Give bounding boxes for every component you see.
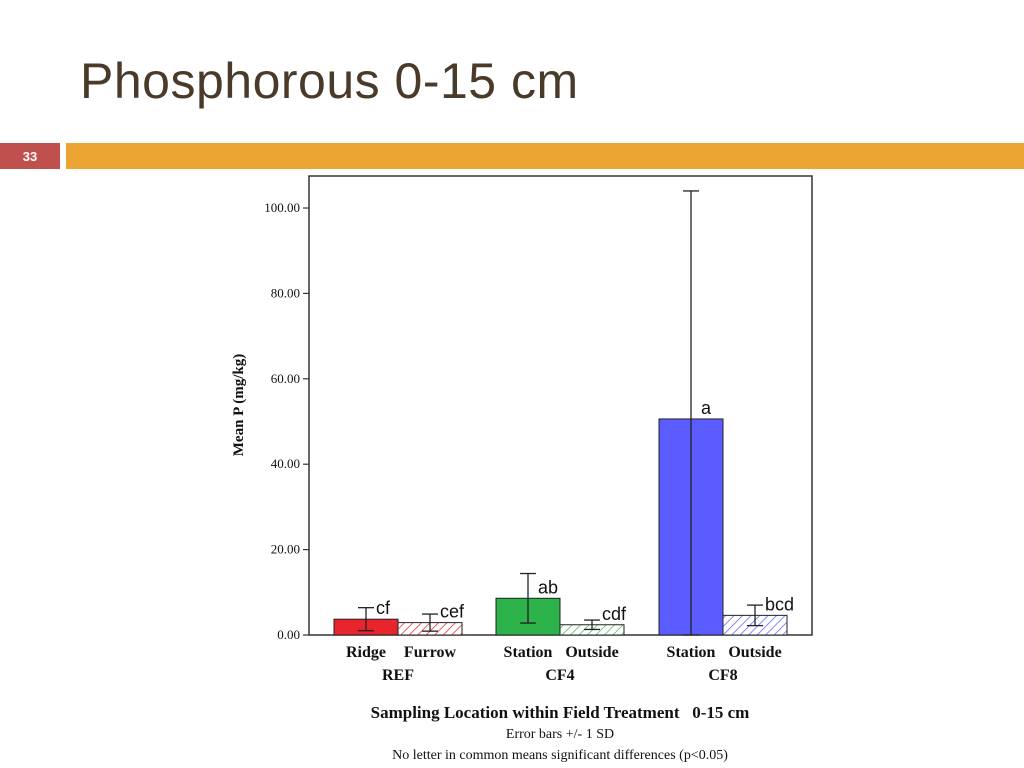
error-bar xyxy=(747,604,763,627)
x-axis-title: Sampling Location within Field Treatment… xyxy=(371,703,750,722)
category-labels-layer: Ridge Furrow Station Outside Station Outside R… xyxy=(346,644,782,684)
category-label: Station xyxy=(667,644,716,661)
category-label: Outside xyxy=(565,644,618,661)
error-bar-note: Error bars +/- 1 SD xyxy=(506,727,614,742)
accent-bar xyxy=(66,143,1024,169)
group-label-ref: REF xyxy=(382,667,414,684)
category-label: Furrow xyxy=(404,644,457,661)
group-label-cf4: CF4 xyxy=(545,667,574,684)
significance-letter: bcd xyxy=(765,594,794,614)
significance-letters-layer: cf cef ab cdf a bcd xyxy=(376,398,794,624)
y-axis: 0.00 20.00 40.00 60.00 80.00 100.00 xyxy=(264,200,309,642)
significance-letter: a xyxy=(701,398,712,418)
category-label: Ridge xyxy=(346,644,386,661)
significance-letter: cf xyxy=(376,598,391,618)
category-label: Station xyxy=(504,644,553,661)
y-tick-label: 40.00 xyxy=(271,456,300,471)
significance-letter: ab xyxy=(538,577,558,597)
group-label-cf8: CF8 xyxy=(708,667,737,684)
error-bar xyxy=(358,607,374,632)
slide-number: 33 xyxy=(0,143,60,169)
significance-note: No letter in common means significant di… xyxy=(392,748,728,763)
y-tick-label: 20.00 xyxy=(271,542,300,557)
error-bar xyxy=(584,619,600,631)
y-axis-title: Mean P (mg/kg) xyxy=(231,354,247,457)
plot-frame xyxy=(308,175,813,636)
y-tick-label: 80.00 xyxy=(271,285,300,300)
error-bar xyxy=(422,613,438,632)
significance-letter: cef xyxy=(440,602,465,622)
significance-letter: cdf xyxy=(602,604,627,624)
error-bar xyxy=(683,190,699,636)
bars-layer xyxy=(333,418,788,636)
category-label: Outside xyxy=(728,644,781,661)
error-bar xyxy=(520,572,536,624)
y-tick-label: 60.00 xyxy=(271,371,300,386)
y-tick-label: 100.00 xyxy=(264,200,300,215)
y-tick-label: 0.00 xyxy=(277,627,300,642)
error-bars-layer xyxy=(358,190,763,636)
slide-title: Phosphorous 0-15 cm xyxy=(80,53,579,109)
